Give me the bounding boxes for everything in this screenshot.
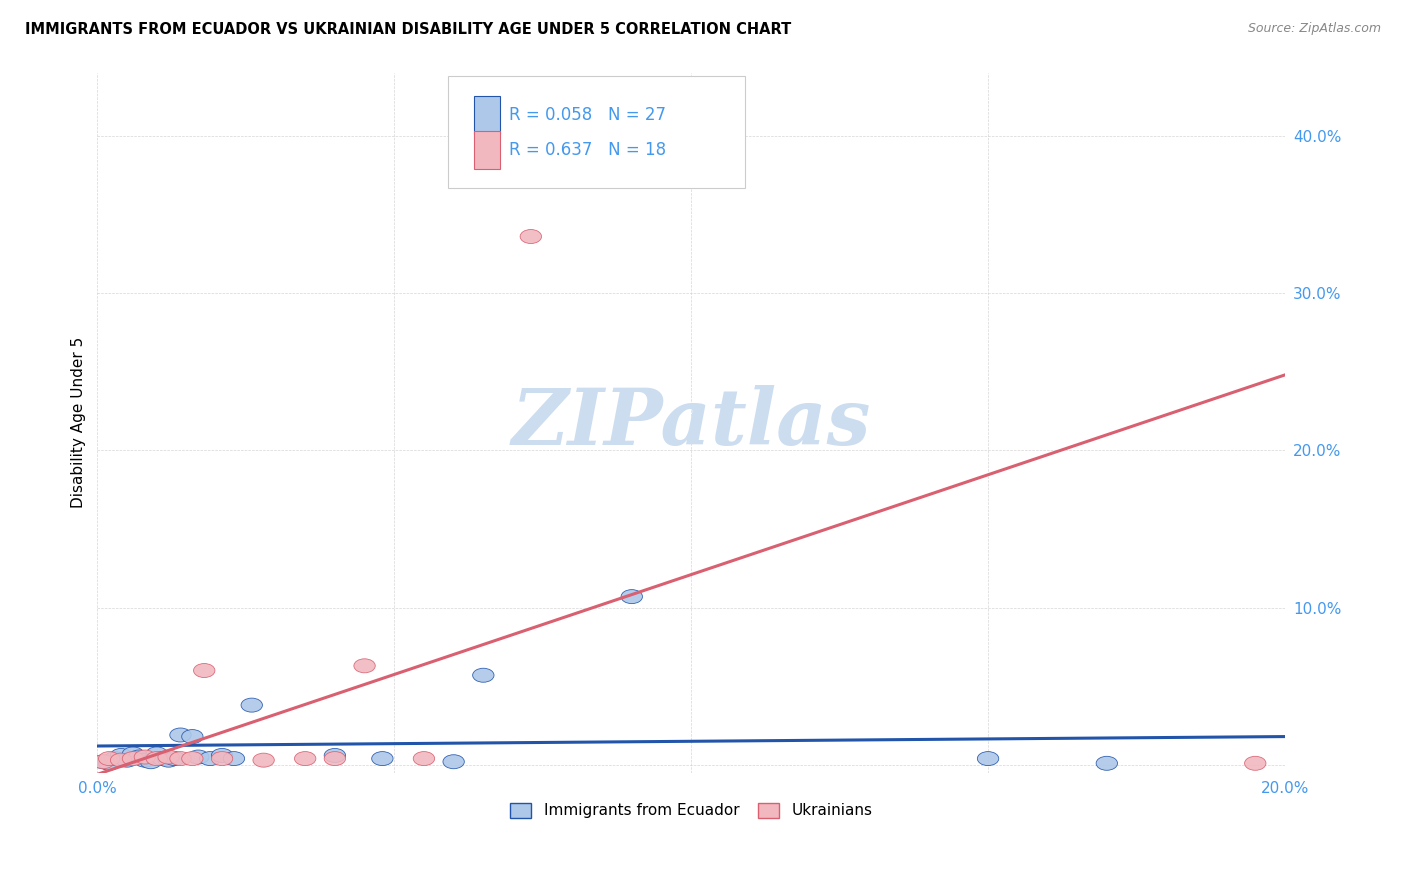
Text: ZIPatlas: ZIPatlas — [512, 384, 870, 461]
Ellipse shape — [294, 752, 316, 765]
Ellipse shape — [93, 755, 114, 769]
Ellipse shape — [253, 753, 274, 767]
Ellipse shape — [111, 753, 132, 767]
Ellipse shape — [977, 752, 998, 765]
Ellipse shape — [122, 747, 143, 761]
Ellipse shape — [472, 668, 494, 682]
Ellipse shape — [134, 750, 156, 764]
Ellipse shape — [1244, 756, 1265, 771]
Ellipse shape — [443, 755, 464, 769]
Ellipse shape — [128, 750, 149, 764]
Ellipse shape — [194, 664, 215, 678]
Ellipse shape — [413, 752, 434, 765]
FancyBboxPatch shape — [474, 131, 501, 169]
Ellipse shape — [181, 752, 202, 765]
Ellipse shape — [146, 752, 167, 765]
Ellipse shape — [98, 752, 120, 765]
Ellipse shape — [141, 755, 162, 769]
Ellipse shape — [157, 753, 180, 767]
Ellipse shape — [165, 752, 186, 765]
Ellipse shape — [325, 748, 346, 763]
Ellipse shape — [240, 698, 263, 712]
Ellipse shape — [134, 753, 156, 767]
Ellipse shape — [211, 752, 233, 765]
Ellipse shape — [224, 752, 245, 765]
Ellipse shape — [122, 752, 143, 765]
Legend: Immigrants from Ecuador, Ukrainians: Immigrants from Ecuador, Ukrainians — [503, 797, 879, 824]
FancyBboxPatch shape — [474, 95, 501, 134]
Ellipse shape — [157, 750, 180, 764]
Ellipse shape — [170, 752, 191, 765]
Ellipse shape — [93, 755, 114, 769]
Ellipse shape — [200, 752, 221, 765]
Ellipse shape — [98, 756, 120, 771]
Ellipse shape — [520, 229, 541, 244]
Text: R = 0.058   N = 27: R = 0.058 N = 27 — [509, 106, 666, 124]
Ellipse shape — [111, 748, 132, 763]
Ellipse shape — [211, 748, 233, 763]
Ellipse shape — [1097, 756, 1118, 771]
Ellipse shape — [146, 747, 167, 761]
Ellipse shape — [117, 753, 138, 767]
Ellipse shape — [152, 752, 173, 765]
Ellipse shape — [181, 730, 202, 744]
Ellipse shape — [187, 750, 209, 764]
Text: IMMIGRANTS FROM ECUADOR VS UKRAINIAN DISABILITY AGE UNDER 5 CORRELATION CHART: IMMIGRANTS FROM ECUADOR VS UKRAINIAN DIS… — [25, 22, 792, 37]
Text: Source: ZipAtlas.com: Source: ZipAtlas.com — [1247, 22, 1381, 36]
Ellipse shape — [104, 752, 127, 765]
Ellipse shape — [371, 752, 394, 765]
Text: R = 0.637   N = 18: R = 0.637 N = 18 — [509, 141, 666, 159]
Y-axis label: Disability Age Under 5: Disability Age Under 5 — [72, 337, 86, 508]
Ellipse shape — [354, 659, 375, 673]
FancyBboxPatch shape — [447, 77, 745, 188]
Ellipse shape — [325, 752, 346, 765]
Ellipse shape — [170, 728, 191, 742]
Ellipse shape — [621, 590, 643, 604]
